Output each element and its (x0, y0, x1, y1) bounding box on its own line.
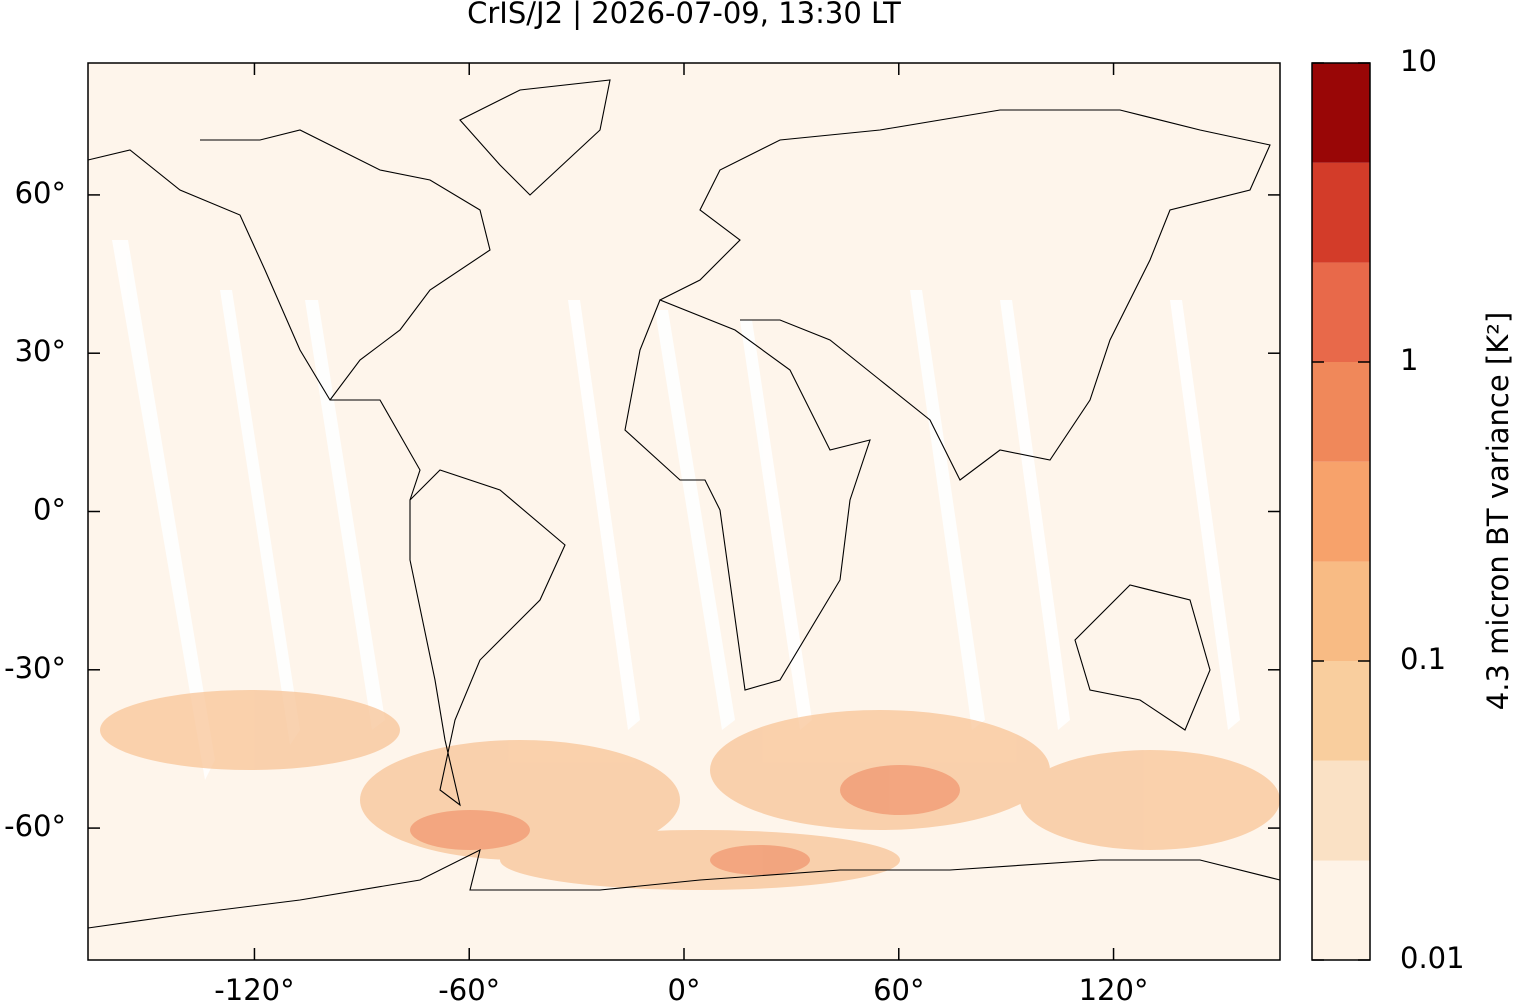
y-tick-label: 30° (15, 334, 66, 368)
x-tick-label: -120° (214, 973, 294, 1002)
y-tick-label: -30° (4, 651, 66, 685)
x-tick-label: 60° (873, 973, 924, 1002)
colorbar-band (1312, 63, 1370, 163)
colorbar-band (1312, 262, 1370, 362)
colorbar-frame (1311, 62, 1371, 961)
colorbar-tick-label: 10 (1400, 44, 1437, 78)
colorbar-tick-label: 1 (1400, 343, 1418, 377)
y-tick-label: -60° (4, 809, 66, 843)
x-tick-label: 120° (1079, 973, 1149, 1002)
colorbar-band (1312, 760, 1370, 861)
coastlines (87, 79, 1281, 929)
x-tick-label: 0° (668, 973, 701, 1002)
x-tick-label: -60° (438, 973, 500, 1002)
chart-title: CrIS/J2 | 2026-07-09, 13:30 LT (467, 0, 901, 30)
colorbar-band (1312, 362, 1370, 462)
colorbar-band (1312, 561, 1370, 661)
colorbar-tick-label: 0.1 (1400, 642, 1446, 676)
y-tick-label: 0° (33, 493, 66, 527)
colorbar-band (1312, 162, 1370, 263)
colorbar-label: 4.3 micron BT variance [K²] (1481, 312, 1515, 710)
texture (410, 765, 960, 875)
data-gap-swaths (112, 240, 1240, 780)
map-field (87, 63, 1281, 960)
y-tick-label: 60° (15, 176, 66, 210)
colorbar-tick-label: 0.01 (1400, 941, 1465, 975)
colorbar-band (1312, 860, 1370, 960)
colorbar-band (1312, 661, 1370, 761)
colorbar-band (1312, 461, 1370, 562)
